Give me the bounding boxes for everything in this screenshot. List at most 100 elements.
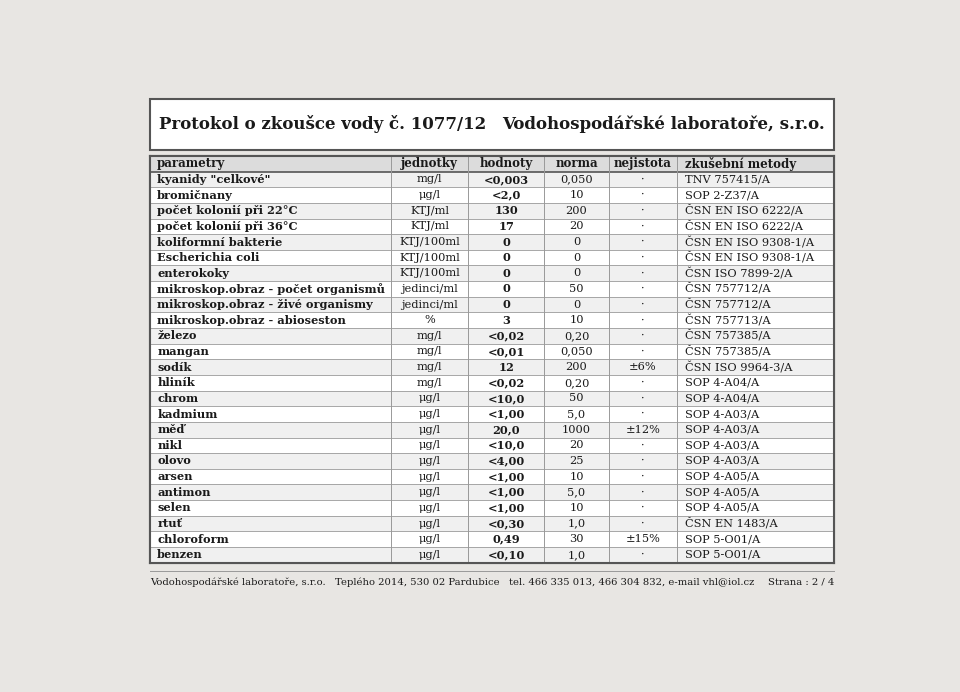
- FancyBboxPatch shape: [150, 531, 834, 547]
- FancyBboxPatch shape: [150, 99, 834, 149]
- Text: 0: 0: [573, 300, 580, 309]
- Text: 12: 12: [498, 362, 514, 372]
- Text: kyanidy "celkové": kyanidy "celkové": [157, 174, 271, 185]
- Text: SOP 4-A04/A: SOP 4-A04/A: [684, 378, 759, 388]
- Text: 0,49: 0,49: [492, 534, 520, 545]
- Text: mg/l: mg/l: [417, 362, 443, 372]
- Text: 0: 0: [502, 284, 510, 295]
- FancyBboxPatch shape: [150, 297, 834, 312]
- Text: ČSN EN ISO 9308-1/A: ČSN EN ISO 9308-1/A: [684, 236, 814, 248]
- Text: počet kolonií při 22°C: počet kolonií při 22°C: [157, 206, 298, 217]
- FancyBboxPatch shape: [150, 453, 834, 468]
- Text: ·: ·: [641, 331, 645, 341]
- Text: ·: ·: [641, 253, 645, 263]
- Text: 0: 0: [573, 268, 580, 278]
- Text: ČSN EN ISO 9308-1/A: ČSN EN ISO 9308-1/A: [684, 252, 814, 264]
- Text: chloroform: chloroform: [157, 534, 228, 545]
- Text: <10,0: <10,0: [488, 393, 525, 404]
- Text: 5,0: 5,0: [567, 409, 586, 419]
- Text: μg/l: μg/l: [419, 394, 441, 403]
- Text: 0: 0: [573, 253, 580, 263]
- Text: <0,02: <0,02: [488, 330, 525, 341]
- Text: <1,00: <1,00: [488, 471, 525, 482]
- Text: 30: 30: [569, 534, 584, 544]
- FancyBboxPatch shape: [150, 328, 834, 344]
- Text: ČSN 757385/A: ČSN 757385/A: [684, 345, 770, 358]
- Text: 0: 0: [502, 237, 510, 248]
- Text: mikroskop.obraz - počet organismů: mikroskop.obraz - počet organismů: [157, 283, 385, 295]
- Text: mikroskop.obraz - abioseston: mikroskop.obraz - abioseston: [157, 315, 346, 326]
- Text: ·: ·: [641, 394, 645, 403]
- Text: ČSN 757385/A: ČSN 757385/A: [684, 330, 770, 342]
- FancyBboxPatch shape: [150, 156, 834, 172]
- Text: 0: 0: [573, 237, 580, 247]
- Text: SOP 4-A03/A: SOP 4-A03/A: [684, 456, 759, 466]
- Text: <2,0: <2,0: [492, 190, 520, 201]
- Text: 200: 200: [565, 362, 588, 372]
- Text: ·: ·: [641, 549, 645, 560]
- Text: 130: 130: [494, 206, 518, 217]
- FancyBboxPatch shape: [150, 516, 834, 531]
- Text: %: %: [424, 316, 435, 325]
- Text: <0,02: <0,02: [488, 377, 525, 388]
- FancyBboxPatch shape: [150, 500, 834, 516]
- Text: ±12%: ±12%: [626, 425, 660, 435]
- Text: 0: 0: [502, 268, 510, 279]
- FancyBboxPatch shape: [150, 219, 834, 234]
- Text: arsen: arsen: [157, 471, 193, 482]
- FancyBboxPatch shape: [150, 172, 834, 188]
- Text: μg/l: μg/l: [419, 190, 441, 200]
- Text: 0: 0: [502, 299, 510, 310]
- Text: μg/l: μg/l: [419, 425, 441, 435]
- Text: ·: ·: [641, 503, 645, 513]
- FancyBboxPatch shape: [150, 468, 834, 484]
- Text: zkušební metody: zkušební metody: [684, 157, 796, 171]
- FancyBboxPatch shape: [150, 406, 834, 422]
- Text: <10,0: <10,0: [488, 440, 525, 450]
- Text: <0,003: <0,003: [484, 174, 529, 185]
- Text: hliník: hliník: [157, 377, 195, 388]
- Text: 0,20: 0,20: [564, 378, 589, 388]
- Text: mg/l: mg/l: [417, 174, 443, 185]
- Text: Escherichia coli: Escherichia coli: [157, 252, 259, 263]
- Text: hodnoty: hodnoty: [479, 157, 533, 170]
- Text: ČSN EN 1483/A: ČSN EN 1483/A: [684, 518, 778, 529]
- Text: koliformní bakterie: koliformní bakterie: [157, 237, 282, 248]
- Text: KTJ/ml: KTJ/ml: [410, 221, 449, 231]
- Text: 1,0: 1,0: [567, 549, 586, 560]
- Text: SOP 4-A05/A: SOP 4-A05/A: [684, 503, 759, 513]
- Text: rtuť: rtuť: [157, 518, 182, 529]
- Text: Protokol o zkoušce vody č. 1077/12: Protokol o zkoušce vody č. 1077/12: [158, 116, 486, 134]
- Text: SOP 4-A03/A: SOP 4-A03/A: [684, 425, 759, 435]
- Text: parametry: parametry: [157, 157, 226, 170]
- FancyBboxPatch shape: [150, 188, 834, 203]
- Text: Vodohospodářské laboratoře, s.r.o.: Vodohospodářské laboratoře, s.r.o.: [503, 116, 826, 133]
- Text: 0,050: 0,050: [561, 174, 593, 185]
- Text: SOP 4-A05/A: SOP 4-A05/A: [684, 487, 759, 498]
- Text: benzen: benzen: [157, 549, 203, 561]
- Text: ·: ·: [641, 518, 645, 529]
- Text: jedinci/ml: jedinci/ml: [401, 300, 458, 309]
- Text: ·: ·: [641, 237, 645, 247]
- Text: 10: 10: [569, 503, 584, 513]
- Text: ·: ·: [641, 409, 645, 419]
- FancyBboxPatch shape: [150, 547, 834, 563]
- Text: ·: ·: [641, 378, 645, 388]
- Text: 20,0: 20,0: [492, 424, 520, 435]
- Text: kadmium: kadmium: [157, 408, 218, 419]
- Text: 10: 10: [569, 190, 584, 200]
- FancyBboxPatch shape: [150, 203, 834, 219]
- Text: μg/l: μg/l: [419, 487, 441, 498]
- Text: ·: ·: [641, 471, 645, 482]
- Text: enterokoky: enterokoky: [157, 268, 229, 279]
- Text: TNV 757415/A: TNV 757415/A: [684, 174, 770, 185]
- Text: norma: norma: [555, 157, 598, 170]
- Text: 50: 50: [569, 394, 584, 403]
- FancyBboxPatch shape: [150, 437, 834, 453]
- Text: ·: ·: [641, 487, 645, 498]
- Text: SOP 2-Z37/A: SOP 2-Z37/A: [684, 190, 758, 200]
- Text: <1,00: <1,00: [488, 502, 525, 513]
- Text: <0,01: <0,01: [488, 346, 525, 357]
- Text: ·: ·: [641, 206, 645, 216]
- Text: antimon: antimon: [157, 486, 210, 498]
